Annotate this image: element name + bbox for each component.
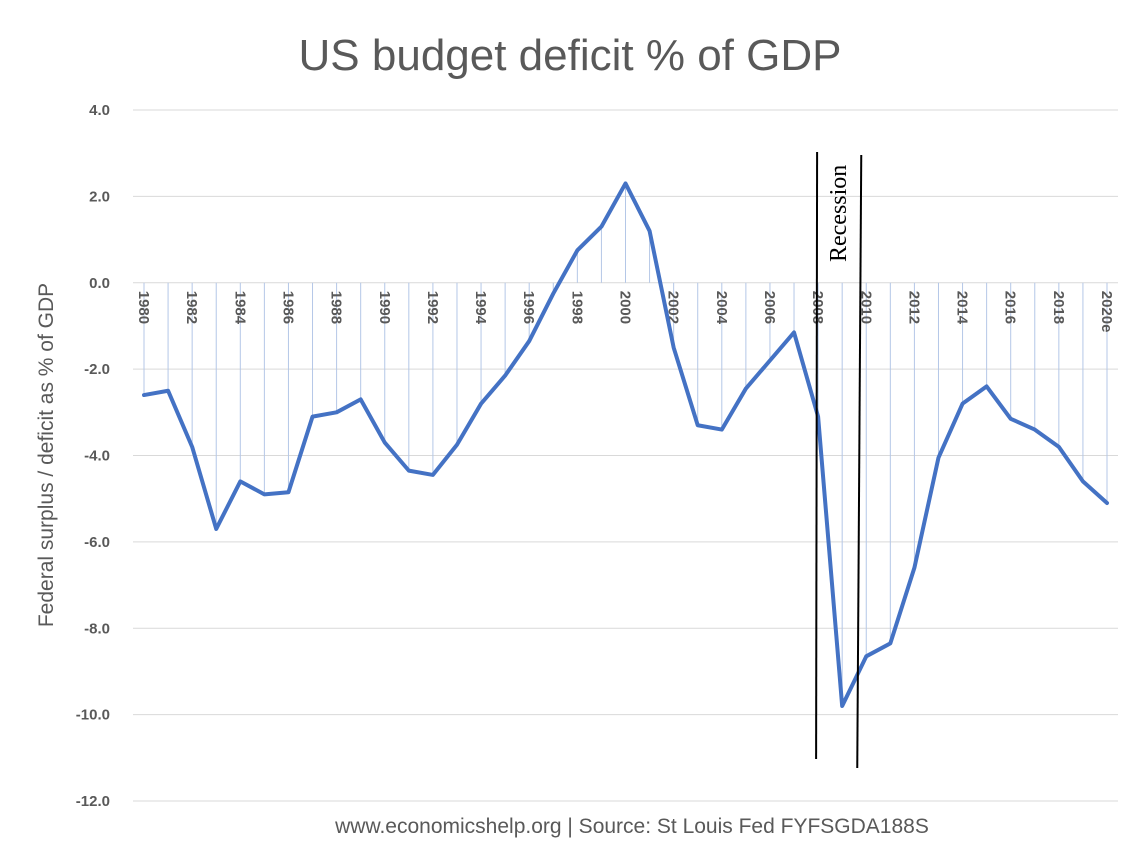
- x-tick-label: 2020e: [1098, 291, 1115, 333]
- y-tick-label: -4.0: [84, 448, 110, 465]
- x-tick-label: 1992: [424, 291, 441, 324]
- chart-title: US budget deficit % of GDP: [299, 31, 842, 80]
- recession-label: Recession: [826, 165, 852, 262]
- x-tick-label: 1996: [520, 291, 537, 324]
- x-tick-label: 2018: [1050, 291, 1067, 324]
- x-tick-label: 1998: [568, 291, 585, 324]
- y-tick-label: 0.0: [89, 275, 110, 292]
- x-tick-label: 2004: [713, 291, 730, 325]
- y-tick-label: -2.0: [84, 361, 110, 378]
- recession-end-line: [856, 154, 863, 769]
- x-tick-label: 2012: [905, 291, 922, 324]
- x-tick-label: 2006: [761, 291, 778, 324]
- x-tick-label: 2014: [954, 291, 971, 325]
- x-tick-label: 1980: [135, 291, 152, 324]
- x-tick-label: 1986: [279, 291, 296, 324]
- recession-start-line: [815, 151, 819, 760]
- x-tick-labels: 1980 1982 1984 1986 1988 1990 1992 1994 1996 1998…: [135, 291, 1115, 333]
- x-tick-label: 1984: [231, 291, 248, 325]
- gridlines: [133, 109, 1118, 802]
- series-line: [142, 181, 1109, 708]
- x-tick-label: 1990: [376, 291, 393, 324]
- series-group: [142, 181, 1109, 708]
- x-tick-label: 1994: [472, 291, 489, 325]
- y-tick-label: -8.0: [84, 620, 110, 637]
- x-tick-label: 1982: [183, 291, 200, 324]
- drop-lines: [143, 183, 1108, 706]
- recession-annotation: Recession: [815, 151, 863, 769]
- y-tick-label: 2.0: [89, 188, 110, 205]
- y-axis-label: Federal surplus / deficit as % of GDP: [35, 283, 58, 627]
- x-tick-label: 2000: [617, 291, 634, 324]
- x-tick-label: 1988: [328, 291, 345, 324]
- y-tick-label: -6.0: [84, 534, 110, 551]
- x-tick-label: 2010: [857, 291, 874, 324]
- source-note: www.economicshelp.org | Source: St Louis…: [334, 815, 929, 838]
- y-tick-label: -10.0: [76, 707, 110, 724]
- y-tick-label: -12.0: [76, 793, 110, 810]
- y-tick-labels: 4.0 2.0 0.0 -2.0 -4.0 -6.0 -8.0 -10.0 -12.0: [76, 102, 110, 810]
- y-tick-label: 4.0: [89, 102, 110, 119]
- x-tick-label: 2016: [1002, 291, 1019, 324]
